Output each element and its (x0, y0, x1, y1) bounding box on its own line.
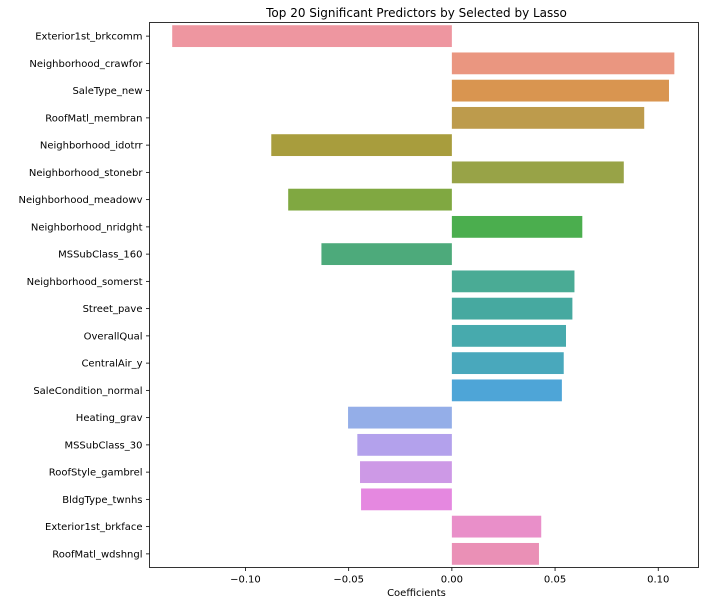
y-tick-label: Heating_grav (76, 413, 143, 424)
axis-frame (149, 22, 699, 568)
y-tick-label: Exterior1st_brkcomm (35, 32, 142, 43)
y-tick-label: Neighborhood_somerst (27, 277, 143, 288)
y-tick-label: Neighborhood_idotrr (40, 141, 144, 152)
x-tick-label: 0.10 (647, 575, 669, 586)
x-axis: −0.10 −0.05 0.00 0.05 0.10 (230, 567, 669, 586)
bar-Neighborhood_meadowv (288, 188, 452, 211)
y-tick-label: CentralAir_y (81, 359, 142, 370)
bar-SaleType_new (451, 79, 669, 102)
y-tick-label: Street_pave (83, 304, 143, 315)
bar-Neighborhood_crawfor (451, 52, 675, 75)
bar-MSSubClass_30 (357, 433, 452, 456)
y-tick-label: OverallQual (84, 331, 143, 342)
x-tick-label: −0.05 (333, 575, 364, 586)
bar-Heating_grav (348, 406, 452, 429)
y-tick-label: Neighborhood_meadowv (18, 195, 142, 206)
bar-RoofMatl_membran (451, 106, 645, 129)
y-tick-label: RoofMatl_membran (45, 113, 142, 124)
bars-layer (172, 25, 675, 565)
y-tick-label: MSSubClass_30 (64, 440, 142, 451)
bar-Neighborhood_idotrr (271, 134, 452, 157)
y-tick-label: MSSubClass_160 (58, 250, 142, 261)
bar-BldgType_twnhs (361, 488, 452, 511)
y-tick-label: SaleCondition_normal (33, 386, 142, 397)
y-tick-label: Neighborhood_nridght (31, 222, 143, 233)
bar-OverallQual (451, 324, 566, 347)
y-axis: Exterior1st_brkcomm Neighborhood_crawfor S… (18, 32, 150, 560)
bar-Street_pave (451, 297, 573, 320)
x-tick-label: 0.05 (544, 575, 566, 586)
x-axis-label: Coefficients (387, 588, 446, 599)
bar-MSSubClass_160 (321, 243, 452, 266)
y-tick-label: Exterior1st_brkface (45, 522, 142, 533)
bar-Exterior1st_brkface (451, 515, 542, 538)
y-tick-label: RoofStyle_gambrel (49, 468, 143, 479)
y-tick-label: Neighborhood_crawfor (29, 59, 143, 70)
bar-RoofStyle_gambrel (360, 461, 452, 484)
chart-title: Top 20 Significant Predictors by Selecte… (265, 6, 567, 20)
x-tick-label: −0.10 (230, 575, 261, 586)
bar-CentralAir_y (451, 352, 564, 375)
bar-RoofMatl_wdshngl (451, 542, 539, 565)
bar-SaleCondition_normal (451, 379, 562, 402)
x-tick-label: 0.00 (441, 575, 463, 586)
y-tick-label: Neighborhood_stonebr (29, 168, 144, 179)
bar-Neighborhood_nridght (451, 215, 583, 238)
y-tick-label: SaleType_new (72, 86, 142, 97)
bar-Exterior1st_brkcomm (172, 25, 452, 48)
y-tick-label: RoofMatl_wdshngl (52, 549, 142, 560)
y-tick-label: BldgType_twnhs (62, 495, 142, 506)
bar-Neighborhood_stonebr (451, 161, 624, 184)
bar-Neighborhood_somerst (451, 270, 575, 293)
